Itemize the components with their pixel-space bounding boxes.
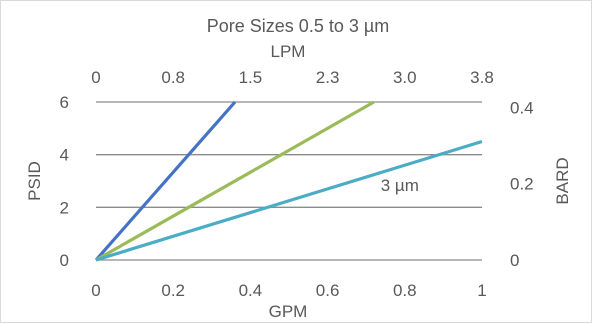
top-tick-label-4: 3.0 bbox=[393, 68, 417, 87]
chart-title: Pore Sizes 0.5 to 3 µm bbox=[207, 16, 389, 36]
axis-titles: Pore Sizes 0.5 to 3 µm LPM GPM PSID BARD bbox=[25, 16, 572, 321]
series-line-1 bbox=[94, 100, 237, 262]
annotation-label-0: 3 µm bbox=[381, 176, 419, 195]
left-tick-label-0: 0 bbox=[60, 251, 69, 270]
top-tick-label-0: 0 bbox=[91, 68, 100, 87]
left-tick-label-1: 2 bbox=[60, 198, 69, 217]
series-line-3 bbox=[95, 139, 483, 262]
top-tick-label-3: 2.3 bbox=[316, 68, 340, 87]
top-axis-title: LPM bbox=[271, 42, 306, 61]
series-line-2 bbox=[95, 100, 375, 262]
left-tick-label-2: 4 bbox=[60, 146, 69, 165]
bottom-tick-label-1: 0.2 bbox=[161, 281, 185, 300]
right-axis-title: BARD bbox=[553, 157, 572, 204]
right-tick-label-2: 0.4 bbox=[510, 98, 534, 117]
bottom-axis-title: GPM bbox=[269, 302, 308, 321]
bottom-tick-label-3: 0.6 bbox=[316, 281, 340, 300]
right-tick-label-1: 0.2 bbox=[510, 175, 534, 194]
bottom-tick-label-4: 0.8 bbox=[393, 281, 417, 300]
top-tick-label-1: 0.8 bbox=[161, 68, 185, 87]
tick-labels: 0 0.2 0.4 0.6 0.8 1 0 0.8 1.5 2.3 3.0 3.8 0 2 4 6 0 0.2 0.… bbox=[60, 68, 534, 300]
top-tick-label-2: 1.5 bbox=[239, 68, 263, 87]
left-tick-label-3: 6 bbox=[60, 93, 69, 112]
annotations: 3 µm bbox=[381, 176, 419, 195]
gridlines bbox=[96, 101, 482, 261]
bottom-tick-label-2: 0.4 bbox=[239, 281, 263, 300]
bottom-tick-label-0: 0 bbox=[91, 281, 100, 300]
right-tick-label-0: 0 bbox=[510, 251, 519, 270]
bottom-tick-label-5: 1 bbox=[477, 281, 486, 300]
series-lines bbox=[94, 100, 483, 262]
top-tick-label-5: 3.8 bbox=[470, 68, 494, 87]
left-axis-title: PSID bbox=[25, 161, 44, 201]
